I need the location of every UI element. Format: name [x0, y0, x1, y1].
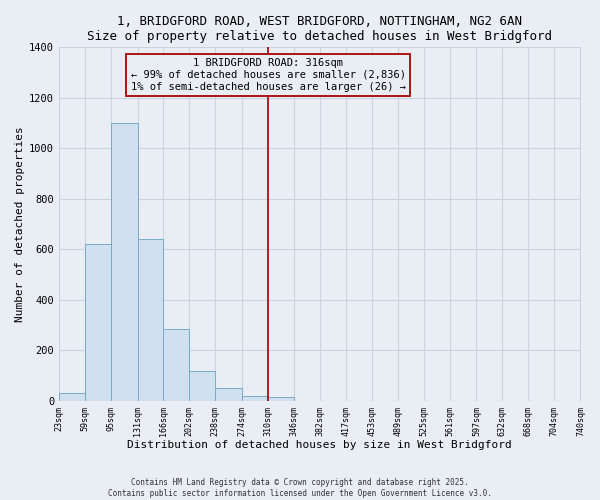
Bar: [242, 396, 268, 401]
Bar: [137, 239, 163, 401]
Bar: [268, 397, 294, 401]
Bar: [112, 123, 137, 401]
Bar: [189, 370, 215, 401]
X-axis label: Distribution of detached houses by size in West Bridgford: Distribution of detached houses by size …: [127, 440, 512, 450]
Bar: [59, 394, 85, 401]
Bar: [163, 329, 189, 401]
Bar: [85, 244, 112, 401]
Text: 1 BRIDGFORD ROAD: 316sqm
← 99% of detached houses are smaller (2,836)
1% of semi: 1 BRIDGFORD ROAD: 316sqm ← 99% of detach…: [131, 58, 406, 92]
Text: Contains HM Land Registry data © Crown copyright and database right 2025.
Contai: Contains HM Land Registry data © Crown c…: [108, 478, 492, 498]
Y-axis label: Number of detached properties: Number of detached properties: [15, 126, 25, 322]
Title: 1, BRIDGFORD ROAD, WEST BRIDGFORD, NOTTINGHAM, NG2 6AN
Size of property relative: 1, BRIDGFORD ROAD, WEST BRIDGFORD, NOTTI…: [87, 15, 552, 43]
Bar: [215, 388, 242, 401]
